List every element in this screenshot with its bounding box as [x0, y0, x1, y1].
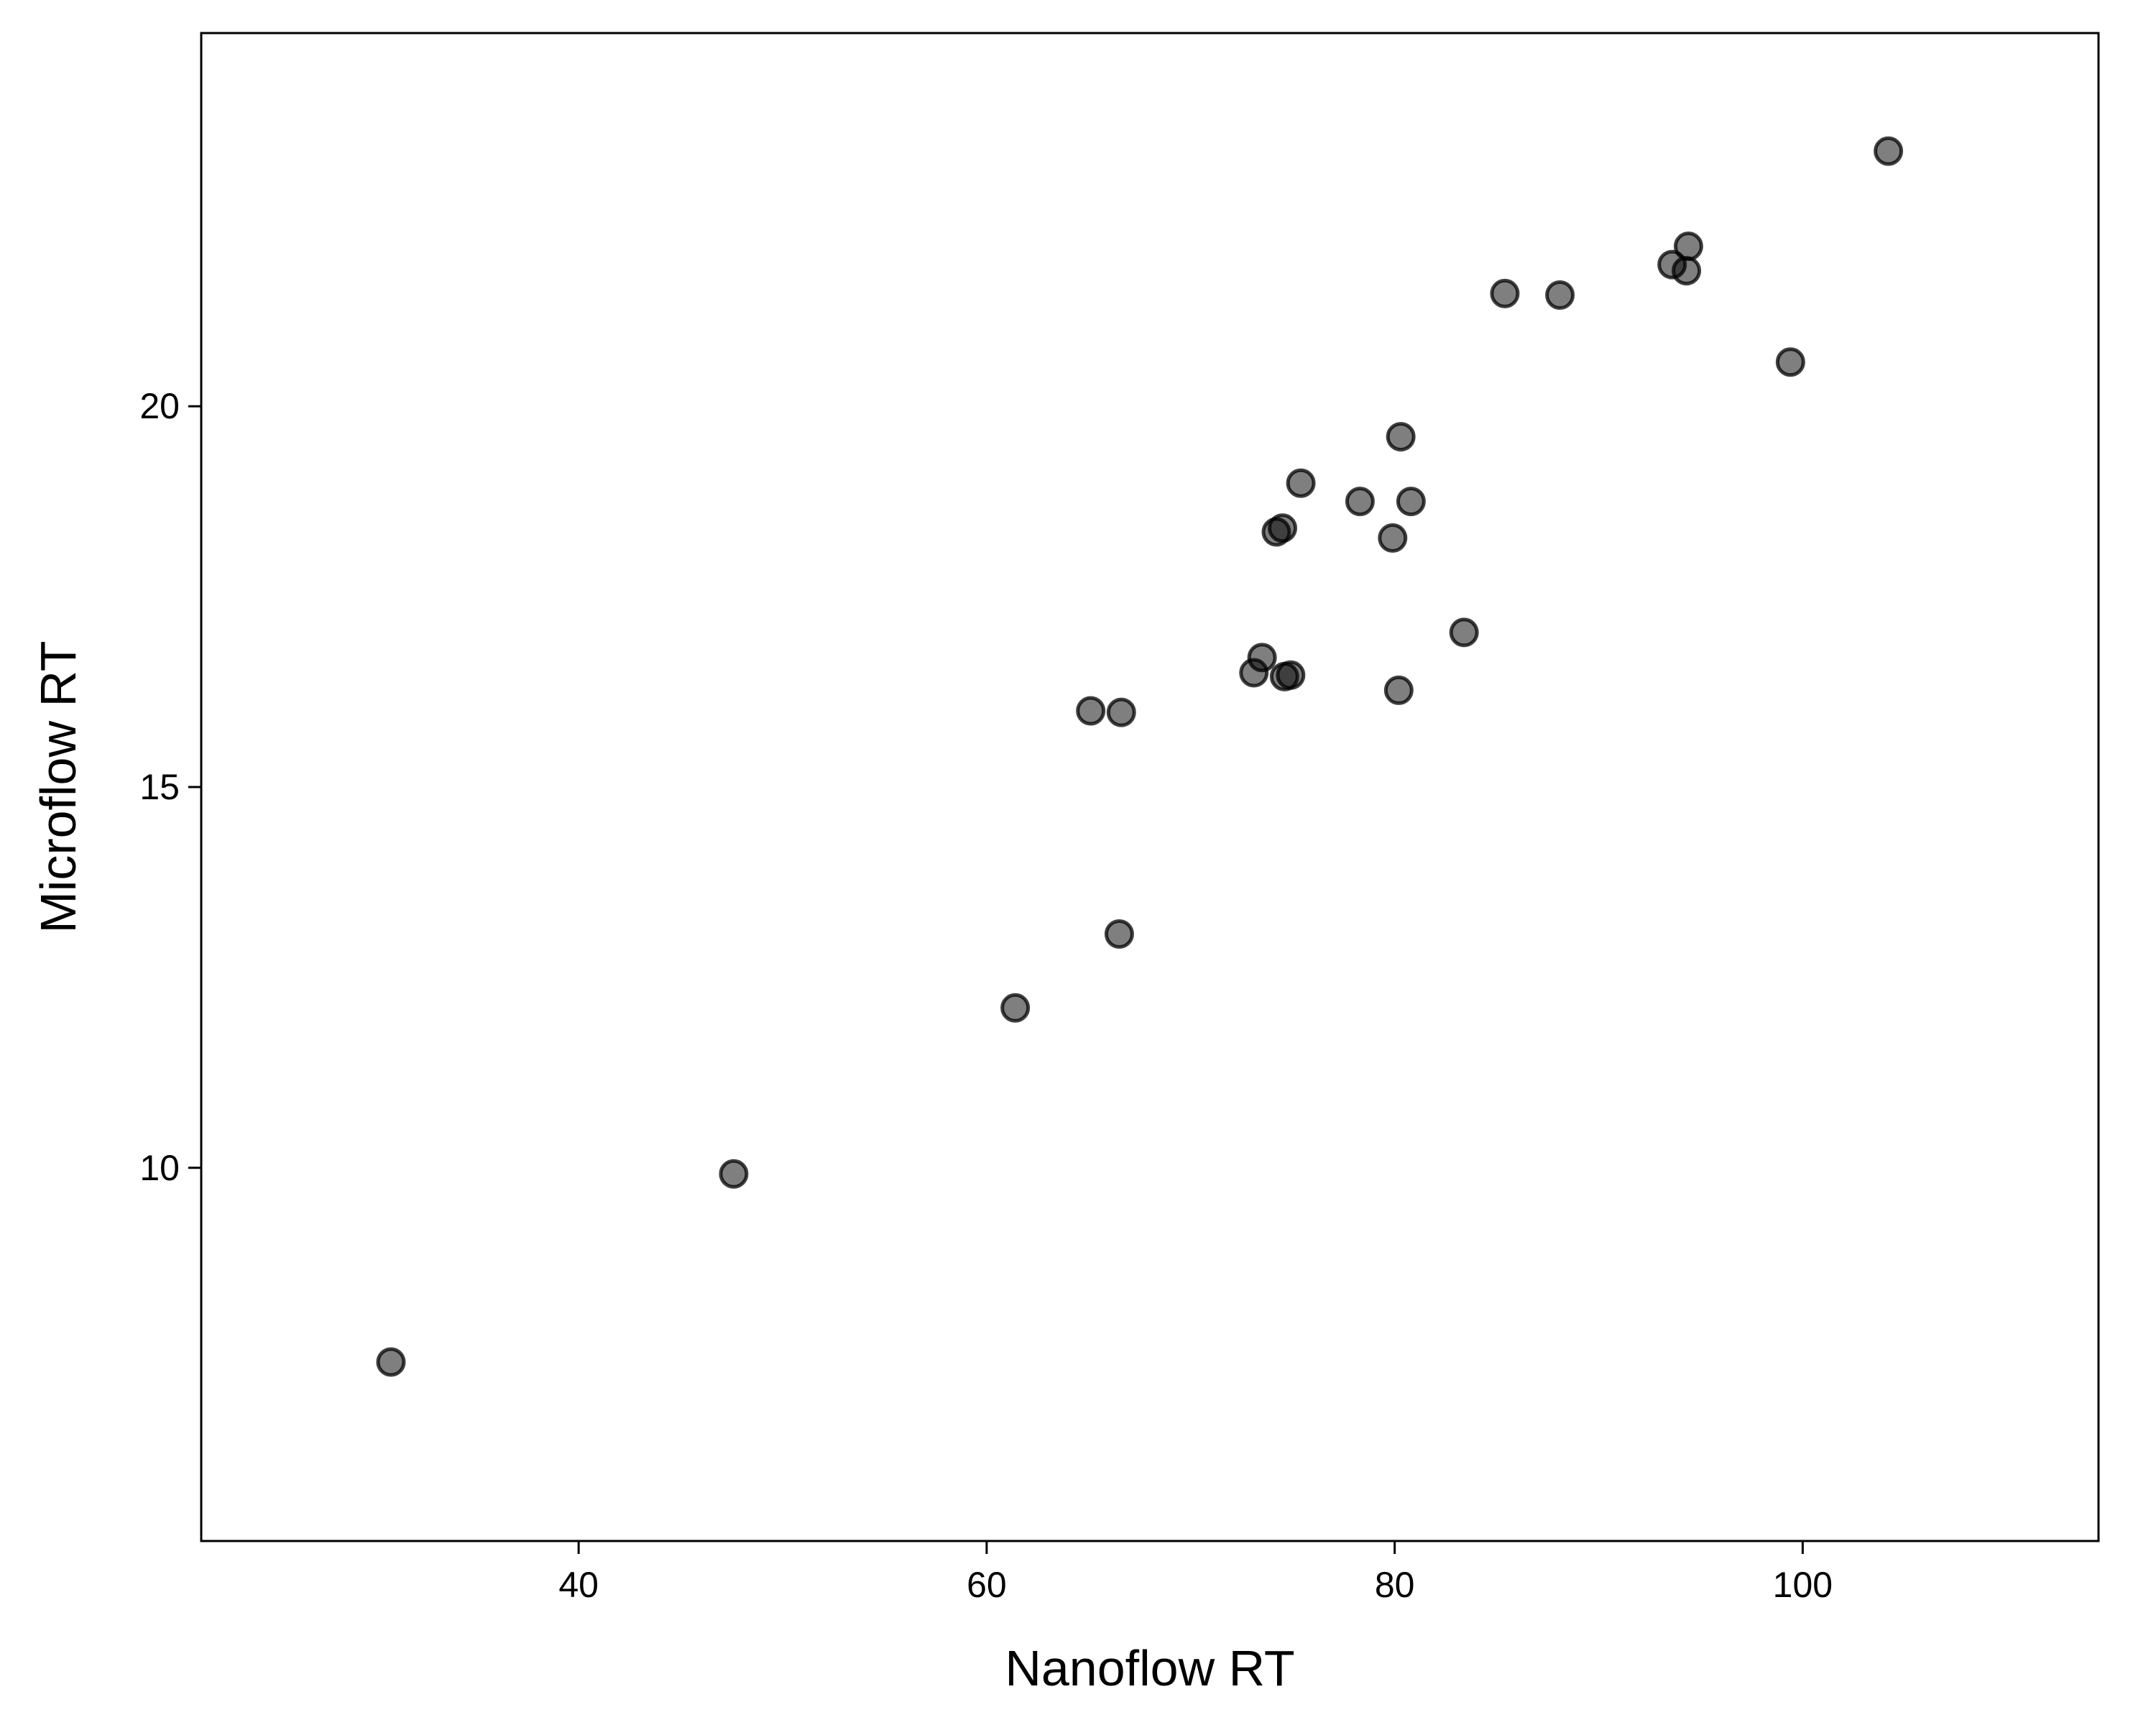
data-point [1076, 696, 1106, 726]
data-point [1104, 919, 1134, 949]
y-tick-label: 20 [139, 386, 180, 426]
x-tick-label: 60 [967, 1565, 1007, 1605]
data-point [719, 1159, 749, 1189]
y-axis-title: Microflow RT [30, 640, 86, 933]
data-point [1247, 643, 1277, 673]
y-tick-label: 15 [139, 767, 180, 807]
data-point [1106, 697, 1136, 727]
data-point [1673, 231, 1703, 262]
x-axis-ticks: 40 60 80 100 [558, 1541, 1833, 1605]
data-point [1286, 468, 1316, 498]
y-axis-ticks: 10 15 20 [139, 386, 201, 1188]
plot-frame [200, 32, 2100, 1542]
data-point [1383, 675, 1414, 705]
data-point [1396, 487, 1426, 517]
data-point [1378, 523, 1408, 553]
data-point [1386, 422, 1416, 452]
data-point [376, 1347, 406, 1377]
x-tick-label: 40 [558, 1565, 599, 1605]
data-point [1672, 256, 1702, 286]
y-tick-label: 10 [139, 1148, 180, 1188]
data-point [1276, 660, 1306, 690]
data-point [1268, 513, 1298, 543]
data-point [1874, 136, 1904, 166]
data-point [1545, 280, 1575, 310]
data-point [1775, 347, 1805, 377]
data-point [1345, 487, 1375, 517]
x-axis-title: Nanoflow RT [1005, 1640, 1294, 1696]
x-tick-label: 100 [1773, 1565, 1833, 1605]
data-point [1449, 617, 1479, 648]
data-point [1000, 993, 1031, 1023]
data-points [376, 136, 1904, 1377]
x-tick-label: 80 [1375, 1565, 1415, 1605]
data-point [1490, 278, 1520, 308]
